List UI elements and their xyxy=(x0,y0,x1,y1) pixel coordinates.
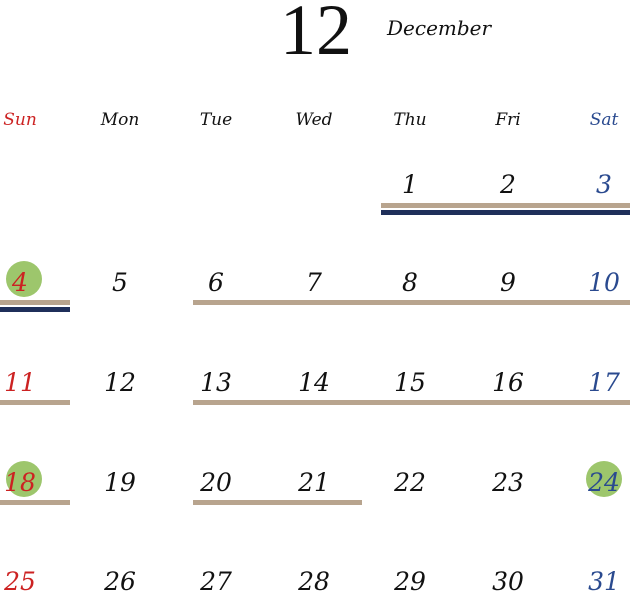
day-cell-2[interactable]: 2 xyxy=(473,165,543,205)
day-number: 27 xyxy=(200,567,232,596)
tan-event-bar xyxy=(0,500,70,505)
month-number: 12 xyxy=(280,0,352,70)
day-number: 26 xyxy=(104,567,136,596)
day-number: 5 xyxy=(112,268,128,297)
day-cell-24[interactable]: 24 xyxy=(569,461,630,503)
navy-event-bar xyxy=(0,307,70,312)
day-number: 6 xyxy=(208,268,224,297)
day-number: 3 xyxy=(596,170,612,199)
day-number: 24 xyxy=(588,468,620,497)
day-number: 11 xyxy=(4,368,36,397)
day-number: 31 xyxy=(588,567,620,596)
tan-event-bar xyxy=(193,500,362,505)
tan-event-bar xyxy=(193,400,630,405)
day-cell-20[interactable]: 20 xyxy=(181,463,251,503)
day-cell-3[interactable]: 3 xyxy=(569,165,630,205)
day-cell-25[interactable]: 25 xyxy=(0,562,55,602)
day-number: 22 xyxy=(394,468,426,497)
highlight-dot xyxy=(6,461,42,497)
day-cell-23[interactable]: 23 xyxy=(473,463,543,503)
weekday-tue: Tue xyxy=(199,110,233,130)
weekday-wed: Wed xyxy=(295,110,333,130)
day-cell-4[interactable]: 4 xyxy=(0,261,55,303)
tan-event-bar xyxy=(0,400,70,405)
day-cell-1[interactable]: 1 xyxy=(375,165,445,205)
day-cell-31[interactable]: 31 xyxy=(569,562,630,602)
day-cell-6[interactable]: 6 xyxy=(181,263,251,303)
weekday-thu: Thu xyxy=(393,110,427,130)
day-cell-5[interactable]: 5 xyxy=(85,263,155,303)
day-cell-19[interactable]: 19 xyxy=(85,463,155,503)
day-cell-17[interactable]: 17 xyxy=(569,363,630,403)
calendar-header: 12 December xyxy=(0,0,630,70)
tan-event-bar xyxy=(193,300,630,305)
day-cell-30[interactable]: 30 xyxy=(473,562,543,602)
day-cell-14[interactable]: 14 xyxy=(279,363,349,403)
day-number: 23 xyxy=(492,468,524,497)
day-cell-18[interactable]: 18 xyxy=(0,461,55,503)
day-number: 29 xyxy=(394,567,426,596)
day-cell-9[interactable]: 9 xyxy=(473,263,543,303)
day-number: 25 xyxy=(4,567,36,596)
tan-event-bar xyxy=(0,300,70,305)
day-number: 16 xyxy=(492,368,524,397)
weekday-mon: Mon xyxy=(100,110,140,130)
day-number: 2 xyxy=(500,170,516,199)
day-number: 20 xyxy=(200,468,232,497)
day-number: 21 xyxy=(298,468,330,497)
day-cell-16[interactable]: 16 xyxy=(473,363,543,403)
day-number: 28 xyxy=(298,567,330,596)
day-number: 12 xyxy=(104,368,136,397)
weekday-sun: Sun xyxy=(3,110,37,130)
day-number: 13 xyxy=(200,368,232,397)
day-number: 4 xyxy=(12,268,28,297)
day-number: 10 xyxy=(588,268,620,297)
day-cell-21[interactable]: 21 xyxy=(279,463,349,503)
weekday-header-row: Sun Mon Tue Wed Thu Fri Sat xyxy=(0,110,630,138)
day-number: 30 xyxy=(492,567,524,596)
navy-event-bar xyxy=(381,210,630,215)
day-number: 18 xyxy=(4,468,36,497)
day-cell-8[interactable]: 8 xyxy=(375,263,445,303)
weekday-sat: Sat xyxy=(589,110,619,130)
highlight-dot xyxy=(586,461,622,497)
weekday-fri: Fri xyxy=(495,110,521,130)
day-cell-11[interactable]: 11 xyxy=(0,363,55,403)
day-cell-29[interactable]: 29 xyxy=(375,562,445,602)
day-cell-15[interactable]: 15 xyxy=(375,363,445,403)
day-number: 19 xyxy=(104,468,136,497)
day-number: 15 xyxy=(394,368,426,397)
day-number: 9 xyxy=(500,268,516,297)
day-number: 14 xyxy=(298,368,330,397)
day-cell-28[interactable]: 28 xyxy=(279,562,349,602)
day-number: 7 xyxy=(306,268,322,297)
day-number: 8 xyxy=(402,268,418,297)
day-cell-26[interactable]: 26 xyxy=(85,562,155,602)
highlight-dot xyxy=(6,261,42,297)
day-cell-13[interactable]: 13 xyxy=(181,363,251,403)
day-number: 17 xyxy=(588,368,620,397)
day-cell-10[interactable]: 10 xyxy=(569,263,630,303)
day-cell-7[interactable]: 7 xyxy=(279,263,349,303)
day-cell-27[interactable]: 27 xyxy=(181,562,251,602)
month-name: December xyxy=(387,16,492,40)
tan-event-bar xyxy=(381,203,630,208)
day-cell-12[interactable]: 12 xyxy=(85,363,155,403)
day-number: 1 xyxy=(402,170,418,199)
day-cell-22[interactable]: 22 xyxy=(375,463,445,503)
